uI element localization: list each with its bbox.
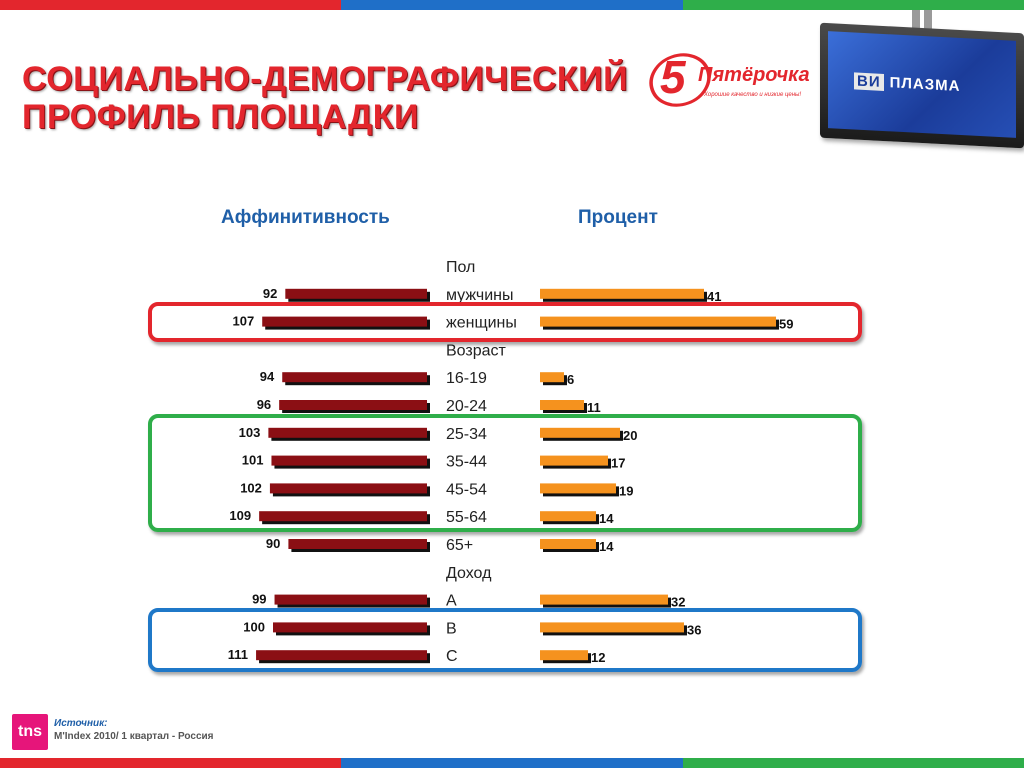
bottom-color-bar (0, 758, 1024, 768)
percent-bar (540, 455, 608, 466)
affinity-value-label: 109 (229, 508, 251, 523)
row-label: женщины (446, 315, 517, 332)
affinity-bar (282, 372, 427, 383)
percent-bar (540, 427, 620, 438)
percent-value-label: 36 (687, 622, 701, 637)
row-label: A (446, 593, 457, 610)
affinity-value-label: 107 (233, 314, 255, 329)
percent-bar (540, 539, 596, 549)
percent-bar (540, 400, 584, 410)
tv-mount-icon (912, 10, 920, 32)
highlight-frame-green (148, 414, 862, 532)
highlight-frame-red (148, 302, 862, 342)
percent-value-label: 12 (591, 650, 605, 665)
affinity-bar (259, 511, 427, 522)
percent-column-header: Процент (578, 207, 658, 228)
affinity-bar (256, 650, 427, 661)
percent-value-label: 14 (599, 539, 614, 554)
affinity-column-header: Аффинитивность (221, 207, 390, 228)
affinity-bar (279, 400, 427, 410)
logo-number: 5 (660, 51, 686, 103)
percent-value-label: 11 (587, 400, 601, 415)
percent-value-label: 41 (707, 289, 721, 304)
affinity-value-label: 103 (239, 425, 261, 440)
percent-bar (540, 288, 704, 299)
affinity-bar (273, 622, 427, 633)
affinity-bar (285, 288, 427, 299)
affinity-value-label: 101 (242, 453, 264, 468)
row-label: C (446, 648, 458, 665)
percent-value-label: 17 (611, 456, 625, 471)
percent-value-label: 59 (779, 317, 793, 332)
row-label: 35-44 (446, 454, 487, 471)
affinity-value-label: 102 (240, 480, 262, 495)
affinity-value-label: 99 (252, 592, 266, 607)
percent-value-label: 20 (623, 428, 637, 443)
row-label: Пол (446, 259, 475, 276)
tv-mount-icon (924, 10, 932, 32)
percent-bar (540, 594, 668, 605)
affinity-value-label: 96 (257, 397, 271, 412)
highlight-frame-blue (148, 608, 862, 672)
source-text: M'Index 2010/ 1 квартал - Россия (54, 731, 214, 742)
percent-value-label: 6 (567, 372, 574, 387)
affinity-value-label: 94 (260, 369, 275, 384)
row-label: Возраст (446, 342, 507, 359)
tns-logo: tns (12, 714, 48, 750)
source-label: Источник: (54, 718, 108, 729)
affinity-bar (262, 316, 427, 327)
pyaterochka-logo: 5 Пятёрочка Хорошие качество и низкие це… (641, 44, 812, 116)
affinity-value-label: 111 (228, 647, 248, 662)
percent-value-label: 14 (599, 511, 614, 526)
affinity-bar (269, 483, 427, 494)
percent-bar (540, 483, 616, 494)
percent-bar (540, 622, 684, 633)
row-label: мужчины (446, 287, 514, 304)
affinity-bar (271, 455, 427, 466)
percent-bar (540, 511, 596, 522)
row-label: 25-34 (446, 426, 487, 443)
affinity-value-label: 100 (243, 619, 265, 634)
row-label: 65+ (446, 537, 473, 554)
percent-bar (540, 372, 564, 383)
affinity-value-label: 92 (263, 286, 277, 301)
percent-bar (540, 650, 588, 661)
row-label: Доход (446, 565, 492, 582)
row-label: 20-24 (446, 398, 487, 415)
logo-brand-name: Пятёрочка (698, 64, 810, 86)
affinity-value-label: 90 (266, 536, 280, 551)
plasma-tv-image: ВИ ПЛАЗМА (820, 10, 1024, 149)
row-label: B (446, 620, 457, 637)
row-label: 45-54 (446, 481, 487, 498)
percent-value-label: 19 (619, 483, 633, 498)
top-color-bar (0, 0, 1024, 10)
row-label: 55-64 (446, 509, 487, 526)
slide-title: СОЦИАЛЬНО-ДЕМОГРАФИЧЕСКИЙ ПРОФИЛЬ ПЛОЩАД… (22, 60, 629, 136)
percent-bar (540, 316, 776, 327)
logo-slogan: Хорошие качество и низкие цены! (704, 92, 802, 98)
affinity-bar (268, 427, 427, 438)
percent-value-label: 32 (671, 595, 685, 610)
affinity-bar (288, 539, 427, 549)
affinity-bar (274, 594, 427, 605)
row-label: 16-19 (446, 370, 487, 387)
